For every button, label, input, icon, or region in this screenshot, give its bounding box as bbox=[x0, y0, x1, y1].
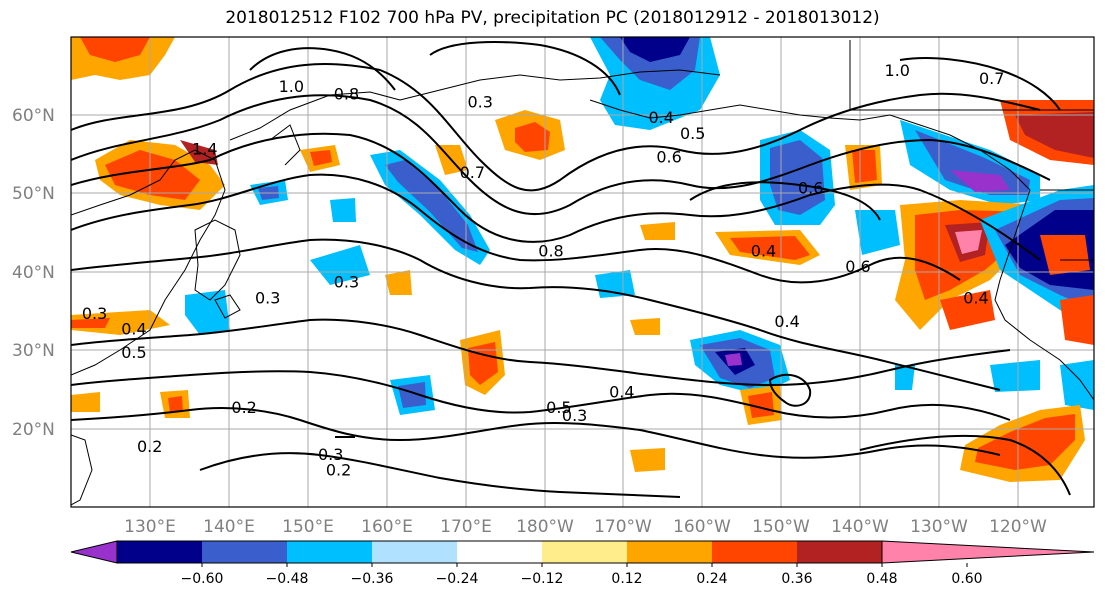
colorbar-tick-label: 0.36 bbox=[781, 571, 812, 587]
colorbar-swatch bbox=[627, 541, 712, 563]
colorbar-tick-label: −0.60 bbox=[181, 571, 224, 587]
contour-label: 1.4 bbox=[192, 140, 217, 159]
lat-label: 20°N bbox=[12, 420, 55, 440]
contour-label: 0.4 bbox=[774, 312, 799, 331]
lon-label: 120°W bbox=[989, 517, 1047, 537]
colorbar-swatch bbox=[712, 541, 797, 563]
colorbar-outline bbox=[116, 540, 883, 564]
chart-title: 2018012512 F102 700 hPa PV, precipitatio… bbox=[225, 8, 880, 28]
colorbar-tick-label: −0.48 bbox=[266, 571, 309, 587]
coastlines bbox=[71, 40, 1094, 506]
lon-label: 140°E bbox=[203, 517, 255, 537]
colorbar-swatch bbox=[287, 541, 372, 563]
contour-labels: 1.0 0.81.40.30.40.50.60.70.8 0.40.30.20.20… bbox=[82, 61, 1105, 480]
lon-label: 130°W bbox=[910, 517, 968, 537]
contour-label: 0.4 bbox=[648, 108, 673, 127]
contour-label: 0.2 bbox=[326, 461, 351, 480]
contour-label: 0.4 bbox=[609, 382, 634, 401]
contour-label: 0.3 bbox=[334, 273, 359, 292]
map-content: 1.0 0.81.40.30.40.50.60.70.8 0.40.30.20.20… bbox=[71, 37, 1105, 507]
colorbar-swatch bbox=[542, 541, 627, 563]
lon-label: 160°W bbox=[673, 517, 731, 537]
graticule bbox=[71, 37, 1094, 507]
contour-label: 0.2 bbox=[1097, 453, 1105, 472]
colorbar-tick-label: −0.36 bbox=[351, 571, 394, 587]
lon-label: 130°E bbox=[124, 517, 176, 537]
contour-label: 0.4 bbox=[963, 288, 988, 307]
colorbar-swatch bbox=[117, 541, 202, 563]
lon-label: 150°E bbox=[282, 517, 334, 537]
contour-label: 0.2 bbox=[231, 398, 256, 417]
contour-label: 0.3 bbox=[562, 406, 587, 425]
colorbar-max-extend bbox=[881, 540, 1095, 564]
colorbar-min-extend bbox=[70, 540, 118, 564]
contour-label: 0.4 bbox=[751, 241, 776, 260]
contour-label: 0.3 bbox=[318, 445, 343, 464]
colorbar-tick-label: −0.12 bbox=[521, 571, 564, 587]
contour-label: 0.2 bbox=[137, 437, 162, 456]
contour-label: 1.0 bbox=[279, 77, 304, 96]
contour-label: 0.7 bbox=[460, 163, 485, 182]
lat-label: 50°N bbox=[12, 184, 55, 204]
colorbar-tick-label: 0.24 bbox=[696, 571, 727, 587]
contour-label: 0.6 bbox=[656, 147, 681, 166]
lat-label: 40°N bbox=[12, 263, 55, 283]
lat-label: 30°N bbox=[12, 341, 55, 361]
colorbar-swatch bbox=[457, 541, 542, 563]
lon-label: 170°E bbox=[440, 517, 492, 537]
lon-label: 170°W bbox=[594, 517, 652, 537]
contour-label: 0.6 bbox=[845, 257, 870, 276]
lon-label: 150°W bbox=[752, 517, 810, 537]
contour-label: 0.5 bbox=[680, 124, 705, 143]
contour-label: 0.5 bbox=[121, 343, 146, 362]
contour-label: 0.3 bbox=[255, 288, 280, 307]
pv-contours bbox=[71, 41, 1071, 498]
colorbar-tick-label: 0.12 bbox=[611, 571, 642, 587]
colorbar: −0.60 −0.48 −0.36 −0.24 −0.12 0.12 0.24 0.36 0.4… bbox=[70, 540, 1095, 587]
contour-label: 0.3 bbox=[82, 304, 107, 323]
colorbar-swatch bbox=[202, 541, 287, 563]
contour-label: 0.3 bbox=[467, 93, 492, 112]
colorbar-swatch bbox=[372, 541, 457, 563]
map-frame bbox=[70, 36, 1095, 508]
contour-label: 0.8 bbox=[334, 85, 359, 104]
lon-label: 160°E bbox=[361, 517, 413, 537]
lat-label: 60°N bbox=[12, 106, 55, 126]
colorbar-tick-label: 0.60 bbox=[951, 571, 982, 587]
colorbar-tick-label: 0.48 bbox=[866, 571, 897, 587]
lon-label: 140°W bbox=[831, 517, 889, 537]
longitude-labels: 130°E 140°E 150°E 160°E 170°E 180°W 170°… bbox=[124, 517, 1047, 537]
colorbar-tick-label: −0.24 bbox=[436, 571, 479, 587]
contour-label: 1.0 bbox=[885, 61, 910, 80]
lon-label: 180°W bbox=[516, 517, 574, 537]
contour-label: 0.6 bbox=[798, 179, 823, 198]
contour-label: 0.5 bbox=[546, 398, 571, 417]
colorbar-swatch bbox=[797, 541, 882, 563]
contour-label: 0.4 bbox=[121, 320, 146, 339]
latitude-labels: 60°N 50°N 40°N 30°N 20°N bbox=[12, 106, 55, 440]
contour-label: 0.8 bbox=[538, 241, 563, 260]
contour-label: 0.7 bbox=[979, 69, 1004, 88]
